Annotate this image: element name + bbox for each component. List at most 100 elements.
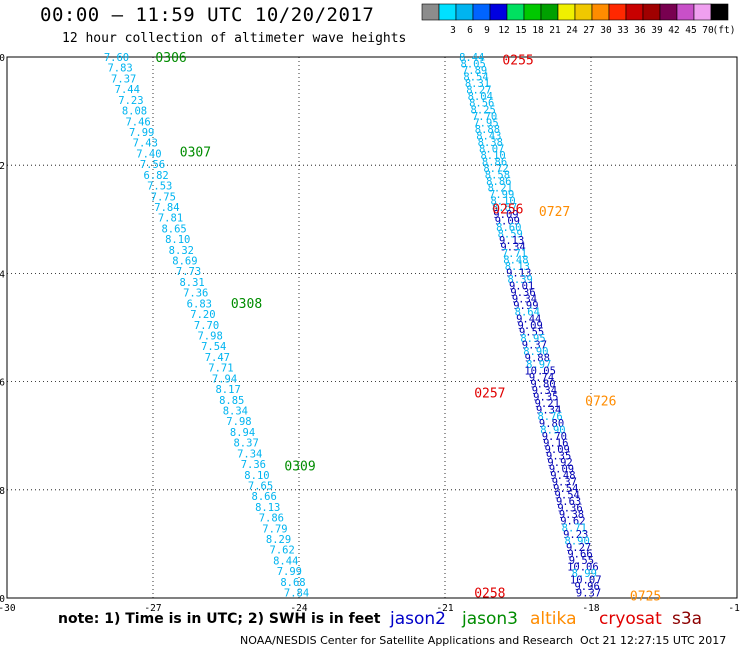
satellite-name-cryosat: cryosat <box>599 609 662 629</box>
pass-label: 0308 <box>231 297 262 312</box>
wave-height-value: 7.81 <box>158 213 183 225</box>
generated-timestamp: Oct 21 12:27:15 UTC 2017 <box>580 634 727 647</box>
wave-height-value: 7.43 <box>133 138 158 150</box>
wave-height-value: 7.40 <box>136 148 161 160</box>
wave-height-value: 7.73 <box>176 266 201 278</box>
pass-label: 0726 <box>585 395 616 410</box>
wave-height-value: 8.05 <box>461 59 486 71</box>
wave-height-value: 9.54 <box>555 490 580 502</box>
wave-height-value: 9.66 <box>567 548 592 560</box>
legend-tick-label: 24 <box>566 25 578 36</box>
wave-height-value: 9.01 <box>509 281 534 293</box>
wave-height-value: 9.55 <box>519 326 544 338</box>
wave-height-value: 8.08 <box>122 106 147 118</box>
wave-height-value: 8.95 <box>520 333 545 345</box>
legend-tick-label: 21 <box>549 25 561 36</box>
legend-tick-label: 39 <box>651 25 663 36</box>
wave-height-value: 7.60 <box>104 52 129 64</box>
wave-height-value: 7.56 <box>140 159 165 171</box>
wave-height-value: 9.36 <box>557 503 582 515</box>
map-frame <box>6 56 738 599</box>
wave-height-value: 8.88 <box>475 124 500 136</box>
wave-height-value: 8.97 <box>526 359 551 371</box>
legend-tick-label: 12 <box>498 25 509 36</box>
wave-height-value: 9.09 <box>545 444 570 456</box>
wave-height-value: 9.34 <box>500 241 525 253</box>
wave-height-value: 8.71 <box>562 522 587 534</box>
legend-tick-label: 27 <box>583 25 594 36</box>
wave-height-value: 7.47 <box>205 352 230 364</box>
wave-height-value: 8.85 <box>219 395 244 407</box>
wave-height-legend: 3 6 9 12 15 18 21 24 27 30 33 36 39 42 45 70(ft) <box>421 3 736 36</box>
wave-height-value: 8.31 <box>465 78 490 90</box>
wave-height-value: 9.16 <box>543 437 568 449</box>
wave-height-value: 7.46 <box>125 116 150 128</box>
wave-height-value: 8.10 <box>244 470 269 482</box>
lat-label: 20 <box>0 594 5 605</box>
wave-height-value: 9.44 <box>516 313 541 325</box>
wave-height-value: 9.63 <box>556 496 581 508</box>
pass-label: 0309 <box>284 459 315 474</box>
wave-height-value: 7.79 <box>262 523 287 535</box>
wave-height-value: 9.37 <box>522 339 547 351</box>
wave-height-value: 9.09 <box>518 320 543 332</box>
wave-height-value: 9.80 <box>530 379 555 391</box>
wave-height-value: 9.35 <box>546 450 571 462</box>
wave-height-value: 9.55 <box>569 555 594 567</box>
lon-label: -18 <box>582 603 599 614</box>
wave-height-value: 9.36 <box>510 287 535 299</box>
wave-height-value: 6.82 <box>143 170 168 182</box>
legend-tick-label: 15 <box>515 25 526 36</box>
wave-height-value: 8.21 <box>488 183 513 195</box>
wave-height-value: 7.36 <box>183 288 208 300</box>
wave-height-value: 7.84 <box>154 202 179 214</box>
wave-height-value: 7.53 <box>147 181 172 193</box>
wave-height-value: 8.67 <box>492 202 517 214</box>
wave-height-value: 7.37 <box>111 73 136 85</box>
wave-height-value: 9.62 <box>560 516 585 528</box>
pass-label: 0727 <box>539 205 570 220</box>
wave-height-value: 8.13 <box>505 261 530 273</box>
lat-label: 12 <box>0 161 5 172</box>
wave-height-value: 8.29 <box>266 534 291 546</box>
wave-height-value: 9.88 <box>525 352 550 364</box>
wave-height-value: 8.44 <box>459 52 484 64</box>
credit-line: NOAA/NESDIS Center for Satellite Applica… <box>240 634 574 647</box>
wave-height-value: 7.70 <box>194 320 219 332</box>
satellite-name-jason2: jason2 <box>390 609 446 629</box>
wave-height-value: 7.34 <box>237 448 262 460</box>
pass-label: 0307 <box>180 146 211 161</box>
wave-height-value: 7.71 <box>502 248 527 260</box>
wave-height-value: 7.71 <box>208 363 233 375</box>
wave-height-value: 10.05 <box>524 366 556 378</box>
legend-tick-label: 70 <box>702 25 714 36</box>
wave-height-value: 7.62 <box>270 545 295 557</box>
lat-label: 18 <box>0 486 5 497</box>
wave-height-value: 7.89 <box>462 65 487 77</box>
wave-height-value: 8.10 <box>480 150 505 162</box>
page-subtitle: 12 hour collection of altimeter wave hei… <box>62 31 407 46</box>
wave-height-value: 7.86 <box>259 513 284 525</box>
wave-height-value: 9.09 <box>549 463 574 475</box>
page-title: 00:00 – 11:59 UTC 10/20/2017 <box>40 4 375 26</box>
pass-label: 0306 <box>155 51 186 66</box>
wave-height-value: 8.90 <box>523 346 548 358</box>
satellite-name-s3a: s3a <box>672 609 703 629</box>
wave-height-value: 8.37 <box>233 438 258 450</box>
wave-height-value: 8.43 <box>476 130 501 142</box>
wave-height-value: 8.07 <box>479 143 504 155</box>
wave-height-value: 10.06 <box>567 561 599 573</box>
wave-height-value: 8.54 <box>463 72 488 84</box>
legend-unit: (ft) <box>713 25 736 36</box>
wave-height-value: 8.27 <box>466 85 491 97</box>
legend-tick-label: 33 <box>617 25 628 36</box>
wave-height-value: 7.20 <box>190 309 215 321</box>
legend-tick-label: 42 <box>668 25 679 36</box>
wave-height-value: 7.99 <box>489 189 514 201</box>
wave-height-value: 6.83 <box>187 298 212 310</box>
map-plot: 101214161820-30-27-24-21-18-157.607.837.… <box>0 51 740 614</box>
lat-label: 14 <box>0 269 5 280</box>
wave-height-value: 9.34 <box>536 405 561 417</box>
wave-height-value: 8.34 <box>223 405 248 417</box>
